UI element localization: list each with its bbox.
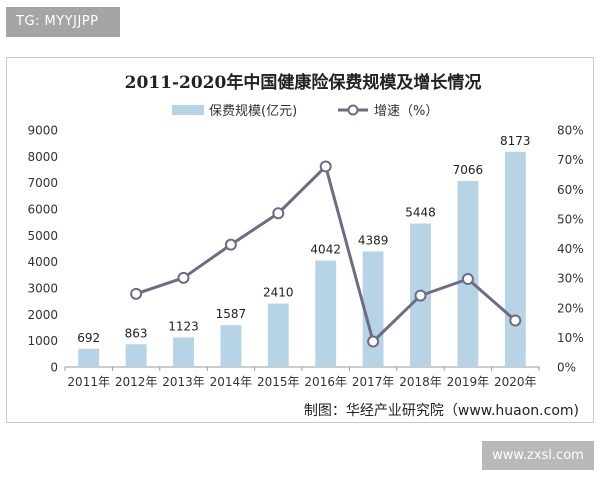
x-axis-tick-label: 2014年	[210, 375, 253, 389]
x-axis-tick-label: 2018年	[399, 375, 442, 389]
left-axis-tick-label: 0	[50, 361, 58, 375]
growth-point-2015年	[272, 207, 285, 220]
growth-point-2018年	[414, 289, 427, 302]
right-axis-tick-label: 30%	[557, 272, 584, 286]
x-axis-tick-label: 2015年	[257, 375, 300, 389]
legend-bar-swatch	[172, 105, 204, 115]
right-axis-tick-label: 60%	[557, 183, 584, 197]
bar-value-label: 4389	[358, 233, 389, 247]
bar-2015年	[267, 303, 289, 367]
growth-point-2012年	[130, 287, 143, 300]
left-axis-tick-label: 4000	[27, 255, 58, 269]
bars-layer: 692 863 1123 1587 2410 4042 4389 5448 7066 8173	[77, 134, 531, 367]
growth-point-2019年	[461, 273, 474, 286]
chart-container: 2011-2020年中国健康险保费规模及增长情况 保费规模(亿元) 增速（%） …	[6, 57, 594, 423]
bar-value-label: 8173	[500, 134, 531, 148]
combo-chart: 2011-2020年中国健康险保费规模及增长情况 保费规模(亿元) 增速（%） …	[27, 72, 584, 419]
left-axis-tick-label: 7000	[27, 176, 58, 190]
left-axis-ticks: 0 1000 2000 3000 4000 5000 6000 7000 8000 9000	[27, 124, 58, 375]
right-axis-tick-label: 0%	[557, 361, 576, 375]
chart-title: 2011-2020年中国健康险保费规模及增长情况	[125, 72, 482, 93]
bar-value-label: 1587	[216, 307, 247, 321]
x-axis-tick-label: 2019年	[447, 375, 490, 389]
growth-point-2017年	[367, 335, 380, 348]
right-axis-tick-label: 80%	[557, 124, 584, 138]
x-axis-tick-label: 2016年	[304, 375, 347, 389]
left-axis-tick-label: 6000	[27, 203, 58, 217]
bar-value-label: 2410	[263, 286, 294, 300]
bar-value-label: 7066	[453, 163, 484, 177]
growth-point-2020年	[509, 314, 522, 327]
legend-line-marker	[347, 104, 359, 116]
line-layer	[130, 160, 522, 348]
left-axis-tick-label: 2000	[27, 308, 58, 322]
bar-value-label: 863	[125, 326, 148, 340]
watermark-tag: TG: MYYJJPP	[6, 7, 120, 37]
x-axis-tick-label: 2020年	[494, 375, 537, 389]
source-note: 制图：华经产业研究院（www.huaon.com)	[304, 403, 579, 419]
site-badge: www.zxsl.com	[482, 441, 594, 470]
left-axis-tick-label: 3000	[27, 282, 58, 296]
right-axis-tick-label: 50%	[557, 212, 584, 226]
x-axis-tick-label: 2012年	[115, 375, 158, 389]
x-axis-tick-label: 2011年	[67, 375, 110, 389]
bar-2016年	[315, 260, 337, 367]
bar-value-label: 1123	[168, 319, 199, 333]
right-axis-tick-label: 40%	[557, 242, 584, 256]
legend: 保费规模(亿元) 增速（%）	[172, 104, 438, 119]
bar-2012年	[125, 344, 147, 367]
right-axis-tick-label: 10%	[557, 331, 584, 345]
left-axis-tick-label: 1000	[27, 334, 58, 348]
left-axis-tick-label: 5000	[27, 229, 58, 243]
left-axis-tick-label: 8000	[27, 150, 58, 164]
left-axis-tick-label: 9000	[27, 124, 58, 138]
bar-2011年	[78, 348, 100, 367]
growth-point-2013年	[177, 271, 190, 284]
legend-bar-label: 保费规模(亿元)	[209, 104, 297, 119]
x-axis-ticks: 2011年 2012年 2013年 2014年 2015年 2016年 2017年 2018年…	[64, 367, 540, 389]
x-axis-tick-label: 2017年	[352, 375, 395, 389]
right-axis-tick-label: 20%	[557, 301, 584, 315]
right-axis-ticks: 0% 10% 20% 30% 40% 50% 60% 70% 80%	[557, 124, 584, 375]
growth-point-2016年	[319, 160, 332, 173]
growth-point-2014年	[224, 238, 237, 251]
bar-value-label: 5448	[405, 206, 436, 220]
bar-2020年	[504, 151, 526, 367]
legend-line-label: 增速（%）	[374, 104, 438, 119]
bar-2013年	[173, 337, 194, 367]
right-axis-tick-label: 70%	[557, 153, 584, 167]
bar-value-label: 692	[77, 331, 100, 345]
bar-2014年	[220, 325, 242, 367]
bar-value-label: 4042	[310, 243, 341, 257]
x-axis-tick-label: 2013年	[162, 375, 205, 389]
